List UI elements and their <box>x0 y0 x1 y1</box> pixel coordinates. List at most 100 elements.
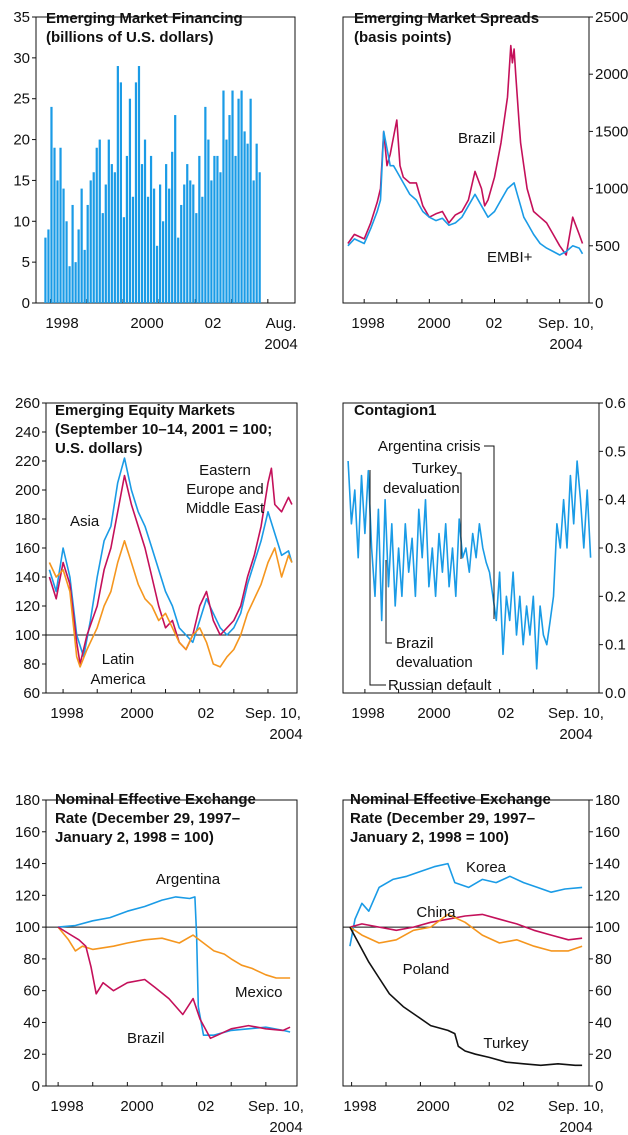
x-tick-label: 2000 <box>120 705 153 722</box>
panel-title-line: January 2, 1998 = 100) <box>350 829 509 846</box>
panel-contagion: 0.0 0.1 0.2 0.3 0.4 0.5 0.6 1998 2000 02 Sep. 10,… <box>342 395 626 743</box>
y-tick-label: 2500 <box>595 9 628 26</box>
event-leaders <box>369 445 495 686</box>
x-tick-label-year: 2004 <box>269 1119 302 1135</box>
series-label-latin-america: America <box>90 671 146 688</box>
bar <box>89 180 92 303</box>
bar <box>47 229 50 303</box>
panel-emerging-market-spreads: 0 500 1000 1500 2000 2500 1998 2000 02 Sep. 10, 2… <box>342 9 628 353</box>
y-tick-label: 10 <box>13 213 30 230</box>
bar <box>204 106 207 303</box>
series-label-brazil: Brazil <box>458 130 496 147</box>
y-tick-label: 0.3 <box>605 540 626 557</box>
bar <box>158 184 162 303</box>
y-tick-label: 0.2 <box>605 588 626 605</box>
leader-brazil-devaluation <box>385 560 392 644</box>
x-tick-label: Sep. 10, <box>548 705 604 722</box>
y-tick-label: 100 <box>15 627 40 644</box>
line-series <box>48 457 293 668</box>
series-label-poland: Poland <box>403 961 450 978</box>
event-label-brazil-devaluation: devaluation <box>396 654 473 671</box>
event-label-turkey-devaluation: devaluation <box>383 480 460 497</box>
bar <box>98 139 101 303</box>
bar <box>101 213 104 303</box>
y-tick-label: 20 <box>13 132 30 149</box>
y-tick-label: 2000 <box>595 66 628 83</box>
bar <box>86 204 89 303</box>
bar <box>62 188 65 303</box>
x-tick-label: Sep. 10, <box>538 315 594 332</box>
bar <box>195 213 198 303</box>
bar <box>152 188 156 303</box>
y-tick-label: 1500 <box>595 123 628 140</box>
y-tick-label: 5 <box>22 254 30 271</box>
y-tick-label: 160 <box>595 824 620 841</box>
x-axis: 1998 2000 02 Sep. 10, 2004 <box>50 1082 304 1135</box>
bar <box>249 98 252 303</box>
bar <box>255 143 258 303</box>
series-label-turkey: Turkey <box>483 1035 529 1052</box>
line-series <box>57 896 291 1040</box>
bar <box>83 249 86 303</box>
y-tick-label: 160 <box>15 540 40 557</box>
bar <box>74 262 77 303</box>
x-tick-label: Sep. 10, <box>548 1098 604 1115</box>
line-series <box>349 862 583 1067</box>
bar <box>165 164 168 303</box>
y-axis: 60 80 100 120 140 160 180 200 220 240 260 <box>15 395 46 702</box>
bar <box>180 204 183 303</box>
panel-title-line: Emerging Equity Markets <box>55 402 235 419</box>
bar <box>201 196 204 303</box>
plot-area <box>45 799 298 1087</box>
bar <box>50 106 53 303</box>
y-tick-label: 220 <box>15 453 40 470</box>
bar <box>222 90 225 304</box>
x-tick-label-year: 2004 <box>559 726 592 743</box>
bar <box>104 184 107 303</box>
bar <box>107 139 110 303</box>
x-tick-label: 2000 <box>417 315 450 332</box>
y-tick-label: 15 <box>13 172 30 189</box>
bar <box>80 188 83 303</box>
y-tick-label: 160 <box>15 824 40 841</box>
event-label-brazil-devaluation: Brazil <box>396 635 434 652</box>
bar <box>198 155 201 303</box>
x-tick-label-year: 2004 <box>559 1119 592 1135</box>
x-tick-label-year: 2004 <box>264 336 297 353</box>
y-tick-label: 0.5 <box>605 443 626 460</box>
y-tick-label: 120 <box>15 598 40 615</box>
bar <box>53 147 56 303</box>
bar <box>183 184 186 303</box>
bar <box>56 180 59 303</box>
x-axis: 1998 2000 02 Sep. 10, 2004 <box>351 689 604 743</box>
bar <box>95 147 98 303</box>
series-line-latin-america <box>48 539 293 668</box>
y-axis: 0 20 40 60 80 100 120 140 160 180 <box>589 792 620 1095</box>
series-label-eastern-europe: Europe and <box>186 481 264 498</box>
y-tick-label: 35 <box>13 9 30 26</box>
event-label-argentina-crisis: Argentina crisis <box>378 438 481 455</box>
y-tick-label: 0.4 <box>605 492 626 509</box>
bar <box>65 221 68 303</box>
x-tick-label: 1998 <box>50 705 83 722</box>
series-line-mexico <box>57 926 291 979</box>
bar <box>122 217 126 303</box>
bar <box>155 245 159 303</box>
x-tick-label: Aug. <box>266 315 297 332</box>
bar <box>44 237 47 303</box>
y-axis: 0 500 1000 1500 2000 2500 <box>589 9 628 312</box>
x-tick-label: 1998 <box>343 1098 376 1115</box>
bar <box>168 188 171 303</box>
x-axis: 1998 2000 02 Sep. 10, 2004 <box>50 689 303 743</box>
panel-title-line: (billions of U.S. dollars) <box>46 29 214 46</box>
x-axis: 1998 2000 02 Sep. 10, 2004 <box>343 1082 604 1135</box>
y-tick-label: 25 <box>13 91 30 108</box>
bar <box>189 180 192 303</box>
x-axis: 1998 2000 02 Sep. 10, 2004 <box>351 299 594 353</box>
series-line-contagion <box>347 460 592 670</box>
series-line-brazil <box>347 44 584 256</box>
series-line-asia <box>48 457 293 658</box>
series-label-eastern-europe: Eastern <box>199 462 251 479</box>
y-tick-label: 30 <box>13 50 30 67</box>
